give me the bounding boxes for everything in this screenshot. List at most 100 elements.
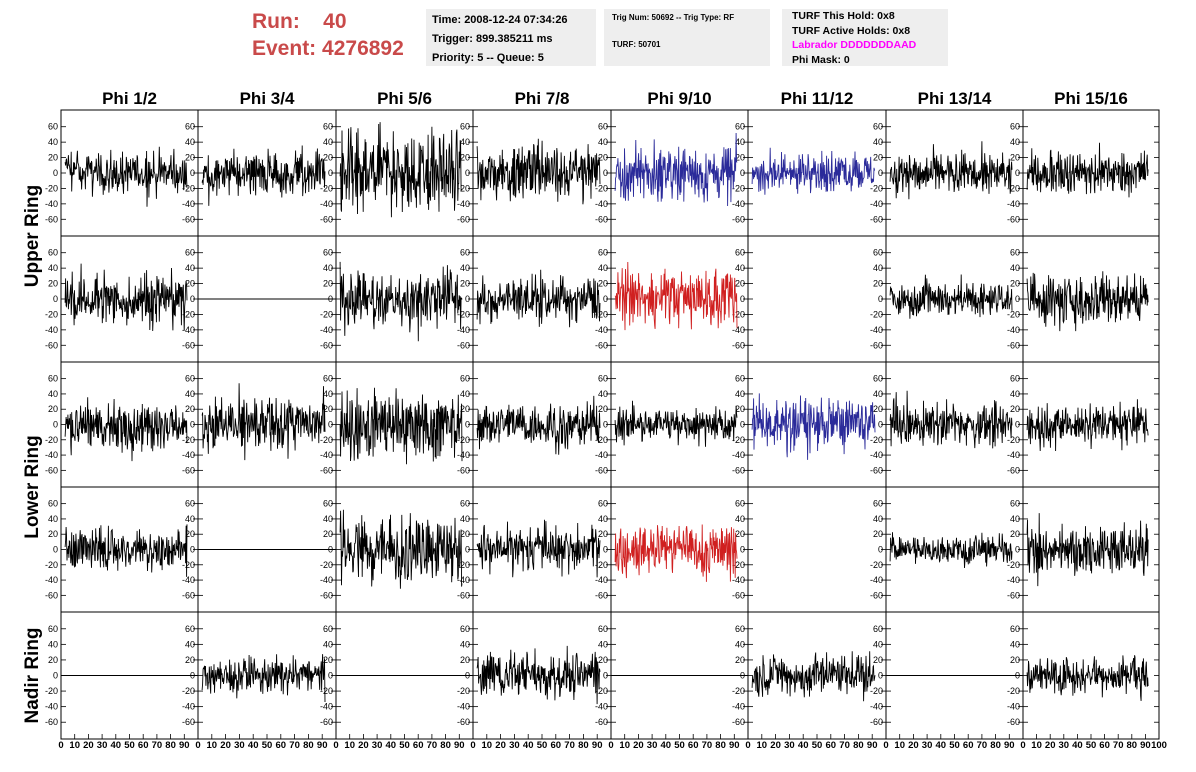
waveform-trace [476, 519, 601, 578]
y-tick-label: -20 [595, 309, 608, 319]
y-tick-label: 20 [873, 279, 883, 289]
waveform-panel [1022, 361, 1160, 488]
x-tick-label: 20 [495, 740, 506, 751]
x-tick-label: 100 [1151, 740, 1167, 751]
y-tick-label: 20 [873, 153, 883, 163]
y-tick-label: -40 [457, 450, 470, 460]
y-tick-label: 20 [1010, 153, 1020, 163]
waveform-trace [889, 141, 1013, 200]
y-tick-label: -20 [732, 183, 745, 193]
y-tick-label: 0 [603, 671, 608, 681]
y-tick-label: 40 [598, 514, 608, 524]
x-tick-label: 0 [745, 740, 750, 751]
y-tick-label: 60 [598, 248, 608, 258]
y-tick-label: 0 [878, 671, 883, 681]
x-tick-label: 10 [207, 740, 218, 751]
y-tick-label: -60 [1007, 717, 1020, 727]
x-tick-label: 10 [344, 740, 355, 751]
y-tick-label: 60 [48, 624, 58, 634]
y-tick-label: -20 [320, 309, 333, 319]
x-tick-label: 30 [234, 740, 245, 751]
x-tick-label: 50 [399, 740, 410, 751]
x-tick-label: 10 [482, 740, 493, 751]
y-tick-label: -60 [320, 214, 333, 224]
y-tick-label: 40 [873, 137, 883, 147]
y-tick-label: -20 [595, 686, 608, 696]
waveform-panel: -60 -40 -20 0 20 40 60 [885, 486, 1024, 613]
y-tick-label: 60 [873, 122, 883, 132]
y-tick-label: 20 [1010, 655, 1020, 665]
y-tick-label: -40 [182, 325, 195, 335]
y-tick-label: 20 [1010, 404, 1020, 414]
y-tick-label: -60 [45, 465, 58, 475]
y-tick-label: 20 [598, 404, 608, 414]
x-tick-label: 50 [537, 740, 548, 751]
y-tick-label: 40 [598, 389, 608, 399]
waveform-trace [1026, 513, 1149, 587]
y-tick-label: 0 [878, 420, 883, 430]
y-tick-label: 0 [328, 671, 333, 681]
x-tick-label: 70 [702, 740, 713, 751]
y-tick-label: -60 [595, 214, 608, 224]
y-tick-label: 0 [53, 294, 58, 304]
x-tick-label: 60 [413, 740, 424, 751]
y-tick-label: 0 [878, 168, 883, 178]
event-row: Event: 4276892 [252, 35, 404, 62]
waveform-trace [751, 393, 876, 460]
x-tick-label: 90 [592, 740, 603, 751]
y-tick-label: 20 [48, 529, 58, 539]
x-tick-label: 10 [757, 740, 768, 751]
y-tick-label: -40 [732, 199, 745, 209]
waveform-panel [1022, 109, 1160, 237]
x-tick-label: 30 [784, 740, 795, 751]
waveform-trace [1026, 271, 1149, 332]
y-tick-label: 40 [873, 263, 883, 273]
y-tick-label: -40 [45, 450, 58, 460]
y-tick-label: -20 [457, 309, 470, 319]
y-tick-label: -20 [870, 560, 883, 570]
x-tick-label: 0 [608, 740, 613, 751]
x-tick-label: 0 [333, 740, 338, 751]
y-tick-label: -40 [457, 702, 470, 712]
y-tick-label: -60 [870, 590, 883, 600]
y-tick-label: -40 [870, 199, 883, 209]
x-tick-label: 30 [372, 740, 383, 751]
y-tick-label: 60 [323, 122, 333, 132]
y-tick-label: 20 [873, 404, 883, 414]
y-tick-label: -20 [732, 435, 745, 445]
y-tick-label: 40 [1010, 263, 1020, 273]
y-tick-label: 20 [48, 655, 58, 665]
y-tick-label: 60 [48, 499, 58, 509]
waveform-panel: -60 -40 -20 0 20 40 60 [472, 235, 612, 363]
y-tick-label: -20 [595, 435, 608, 445]
x-tick-label: 0 [470, 740, 475, 751]
y-tick-label: 60 [598, 624, 608, 634]
turf-active-holds-text: TURF Active Holds: 0x8 [792, 24, 911, 37]
y-tick-label: 20 [735, 655, 745, 665]
y-tick-label: 20 [323, 279, 333, 289]
y-tick-label: 40 [185, 389, 195, 399]
waveform-panel: -60 -60 -40 -40 -20 -20 0 0 20 20 40 40 60 60 [45, 235, 199, 363]
y-tick-label: 60 [598, 122, 608, 132]
y-tick-label: 0 [465, 168, 470, 178]
y-tick-label: -20 [320, 686, 333, 696]
y-tick-label: 40 [1010, 137, 1020, 147]
y-tick-label: 40 [323, 639, 333, 649]
x-tick-label: 50 [812, 740, 823, 751]
x-tick-label: 10 [894, 740, 905, 751]
event-label: Event: [252, 37, 317, 60]
y-tick-label: -20 [870, 183, 883, 193]
y-tick-label: 0 [740, 420, 745, 430]
y-tick-label: -40 [45, 575, 58, 585]
y-tick-label: 60 [323, 624, 333, 634]
waveform-trace [64, 263, 188, 332]
y-tick-label: -60 [182, 465, 195, 475]
waveform-trace [339, 122, 463, 218]
y-tick-label: 40 [185, 514, 195, 524]
y-tick-label: -40 [1007, 575, 1020, 585]
y-tick-label: -40 [1007, 450, 1020, 460]
row-title: Upper Ring [22, 185, 43, 287]
waveform-trace [476, 138, 601, 205]
x-tick-label: 40 [1072, 740, 1083, 751]
waveform-trace [614, 524, 738, 582]
